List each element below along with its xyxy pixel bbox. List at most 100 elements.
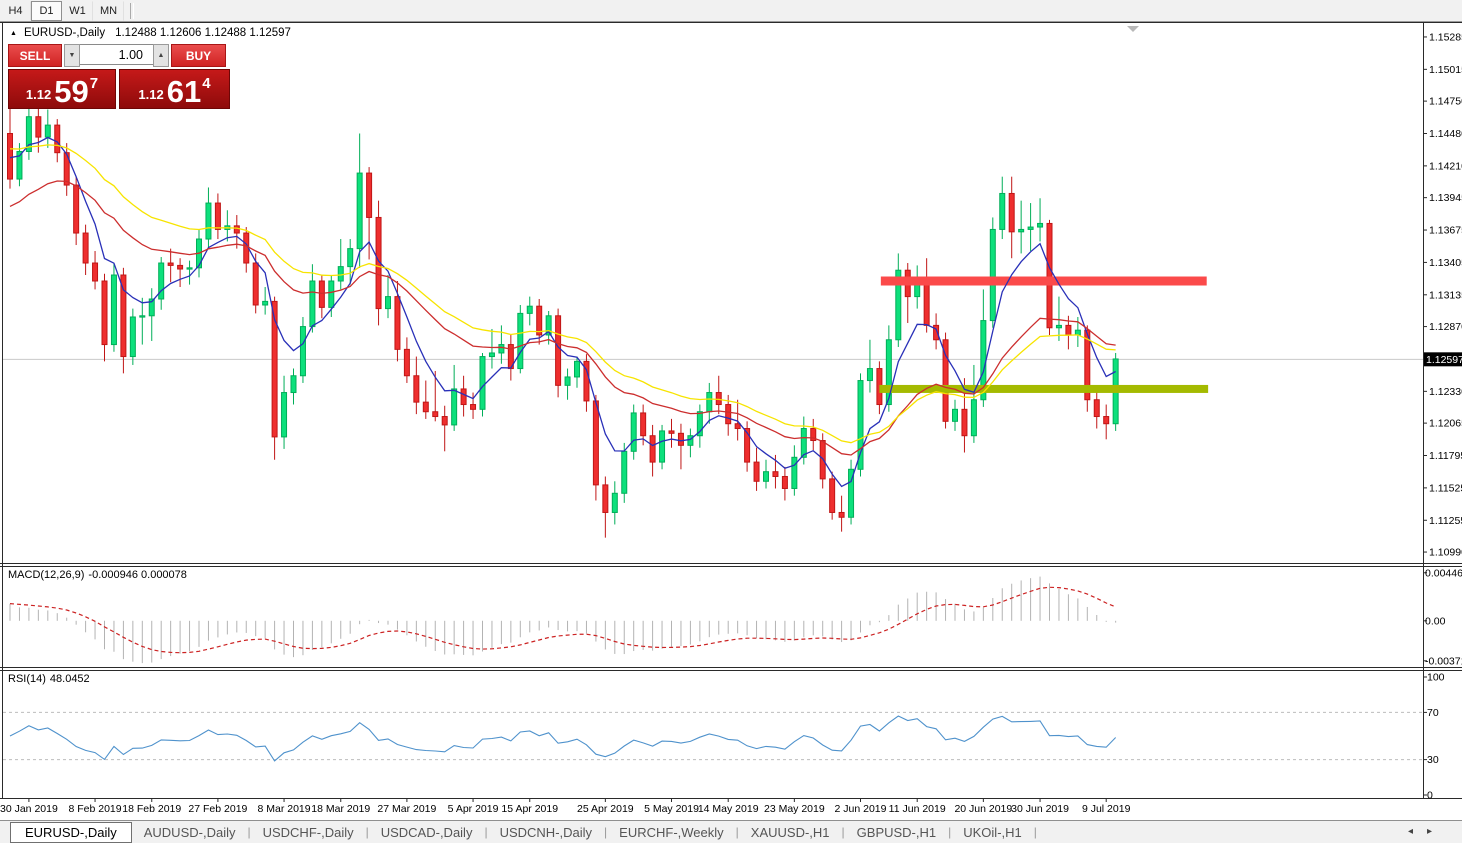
ma-22-line: [9, 180, 1116, 456]
timeframe-button-w1[interactable]: W1: [62, 1, 93, 21]
current-price-tag: 1.12597: [1424, 352, 1462, 367]
tab-ukoil-h1[interactable]: UKOil-,H1: [963, 824, 1022, 840]
ma-6-line: [9, 136, 1116, 488]
tab-audusd-daily[interactable]: AUDUSD-,Daily: [143, 824, 236, 840]
svg-text:30 Jan 2019: 30 Jan 2019: [0, 803, 58, 815]
chart-shift-marker-icon[interactable]: [1127, 26, 1139, 32]
svg-text:25 Apr 2019: 25 Apr 2019: [577, 803, 634, 815]
tab-usdcad-daily[interactable]: USDCAD-,Daily: [380, 824, 473, 840]
sell-price-prefix: 1.12: [25, 87, 52, 102]
ma-30-line: [9, 144, 1116, 444]
timeframe-toolbar: H4 D1 W1 MN: [0, 0, 1462, 21]
svg-text:20 Jun 2019: 20 Jun 2019: [954, 803, 1012, 815]
timeframe-buttons: H4 D1 W1 MN: [0, 0, 124, 21]
tab-separator: |: [484, 825, 488, 839]
volume-input[interactable]: [80, 44, 153, 65]
svg-text:23 May 2019: 23 May 2019: [764, 803, 825, 815]
chart-header: ▲ EURUSD-,Daily 1.12488 1.12606 1.12488 …: [10, 27, 291, 39]
timeframe-button-mn[interactable]: MN: [93, 1, 124, 21]
tab-eurchf-weekly[interactable]: EURCHF-,Weekly: [619, 824, 724, 840]
resistance-line: [880, 276, 1207, 286]
svg-text:1.10990: 1.10990: [1429, 547, 1462, 559]
tab-separator: |: [365, 825, 369, 839]
svg-text:0: 0: [1427, 790, 1433, 802]
svg-text:1.11525: 1.11525: [1429, 482, 1462, 494]
svg-text:15 Apr 2019: 15 Apr 2019: [501, 803, 558, 815]
collapse-panel-icon[interactable]: ▲: [10, 29, 17, 37]
svg-text:1.15015: 1.15015: [1429, 64, 1462, 76]
tab-separator: |: [841, 825, 845, 839]
scroll-right-icon[interactable]: ▸: [1426, 826, 1446, 837]
svg-text:18 Feb 2019: 18 Feb 2019: [122, 803, 181, 815]
tab-usdcnh-daily[interactable]: USDCNH-,Daily: [499, 824, 593, 840]
sell-button[interactable]: SELL: [8, 44, 62, 67]
candlestick-series: [7, 103, 1119, 538]
chart-frame: [0, 21, 1462, 799]
rsi-name: RSI(14): [8, 673, 46, 685]
macd-signal-line: [9, 586, 1116, 654]
svg-text:30 Jun 2019: 30 Jun 2019: [1011, 803, 1069, 815]
macd-name: MACD(12,26,9): [8, 569, 85, 581]
buy-price-big: 61: [166, 74, 202, 109]
svg-text:1.13135: 1.13135: [1429, 289, 1462, 301]
timeframe-button-h4[interactable]: H4: [0, 1, 31, 21]
svg-text:1.12597: 1.12597: [1426, 354, 1462, 366]
tab-separator: |: [948, 825, 952, 839]
tab-separator: |: [247, 825, 251, 839]
rsi-axis: 100 70 30 0: [1423, 672, 1445, 802]
tab-xauusd-h1[interactable]: XAUUSD-,H1: [750, 824, 830, 840]
sell-price-sup: 7: [89, 75, 99, 92]
buy-price-button[interactable]: 1.12 61 4: [119, 69, 230, 109]
svg-text:2 Jun 2019: 2 Jun 2019: [835, 803, 887, 815]
svg-text:27 Feb 2019: 27 Feb 2019: [188, 803, 247, 815]
tabbar-scroll-arrows[interactable]: ◂▸: [1408, 826, 1446, 837]
svg-text:30: 30: [1427, 754, 1439, 766]
svg-text:1.14210: 1.14210: [1429, 160, 1462, 172]
svg-text:1.12870: 1.12870: [1429, 321, 1462, 333]
buy-price-prefix: 1.12: [138, 87, 164, 102]
tab-separator: |: [735, 825, 739, 839]
timeframe-button-d1[interactable]: D1: [31, 1, 62, 21]
sell-price-button[interactable]: 1.12 59 7: [8, 69, 116, 109]
moving-average-lines: [9, 136, 1116, 488]
tab-gbpusd-h1[interactable]: GBPUSD-,H1: [856, 824, 937, 840]
macd-pane: [9, 576, 1117, 664]
date-axis: 30 Jan 2019 8 Feb 2019 18 Feb 2019 27 Feb 2…: [0, 798, 1131, 815]
svg-text:1.13945: 1.13945: [1429, 192, 1462, 204]
svg-text:18 Mar 2019: 18 Mar 2019: [311, 803, 370, 815]
svg-text:11 Jun 2019: 11 Jun 2019: [889, 803, 946, 815]
svg-text:-0.003715: -0.003715: [1425, 655, 1462, 667]
tab-separator: |: [604, 825, 608, 839]
svg-text:9 Jul 2019: 9 Jul 2019: [1082, 803, 1131, 815]
toolbar-separator: [130, 2, 134, 19]
svg-text:1.14750: 1.14750: [1429, 96, 1462, 108]
tab-eurusd-daily[interactable]: EURUSD-,Daily: [10, 821, 132, 843]
svg-text:100: 100: [1427, 672, 1445, 684]
rsi-line: [9, 715, 1117, 762]
symbol-tabs: EURUSD-,Daily AUDUSD-,Daily | USDCHF-,Daily…: [10, 821, 1037, 843]
macd-values: -0.000946 0.000078: [88, 569, 187, 581]
ohlc-values: 1.12488 1.12606 1.12488 1.12597: [115, 27, 291, 39]
macd-label: MACD(12,26,9) -0.000946 0.000078: [8, 569, 191, 581]
svg-text:1.15285: 1.15285: [1429, 31, 1462, 43]
svg-text:5 May 2019: 5 May 2019: [644, 803, 699, 815]
chart-symbol-label: EURUSD-,Daily: [23, 27, 106, 39]
svg-text:0.00: 0.00: [1425, 615, 1446, 627]
volume-decrease-button[interactable]: ▼: [64, 44, 80, 67]
tab-usdchf-daily[interactable]: USDCHF-,Daily: [262, 824, 354, 840]
svg-text:1.11255: 1.11255: [1429, 515, 1462, 527]
tab-separator: |: [1033, 825, 1037, 839]
svg-text:1.12065: 1.12065: [1429, 418, 1462, 430]
svg-text:1.13675: 1.13675: [1429, 225, 1462, 237]
price-axis: 1.15285 1.15015 1.14750 1.14480 1.14210 1.139…: [1423, 31, 1462, 559]
volume-increase-button[interactable]: ▲: [153, 44, 169, 67]
rsi-pane: [3, 711, 1423, 762]
svg-text:27 Mar 2019: 27 Mar 2019: [377, 803, 436, 815]
scroll-left-icon[interactable]: ◂: [1407, 826, 1427, 837]
svg-text:1.12330: 1.12330: [1429, 386, 1462, 398]
buy-button[interactable]: BUY: [171, 44, 226, 67]
svg-text:0.004465: 0.004465: [1425, 567, 1462, 579]
svg-text:70: 70: [1427, 707, 1439, 719]
